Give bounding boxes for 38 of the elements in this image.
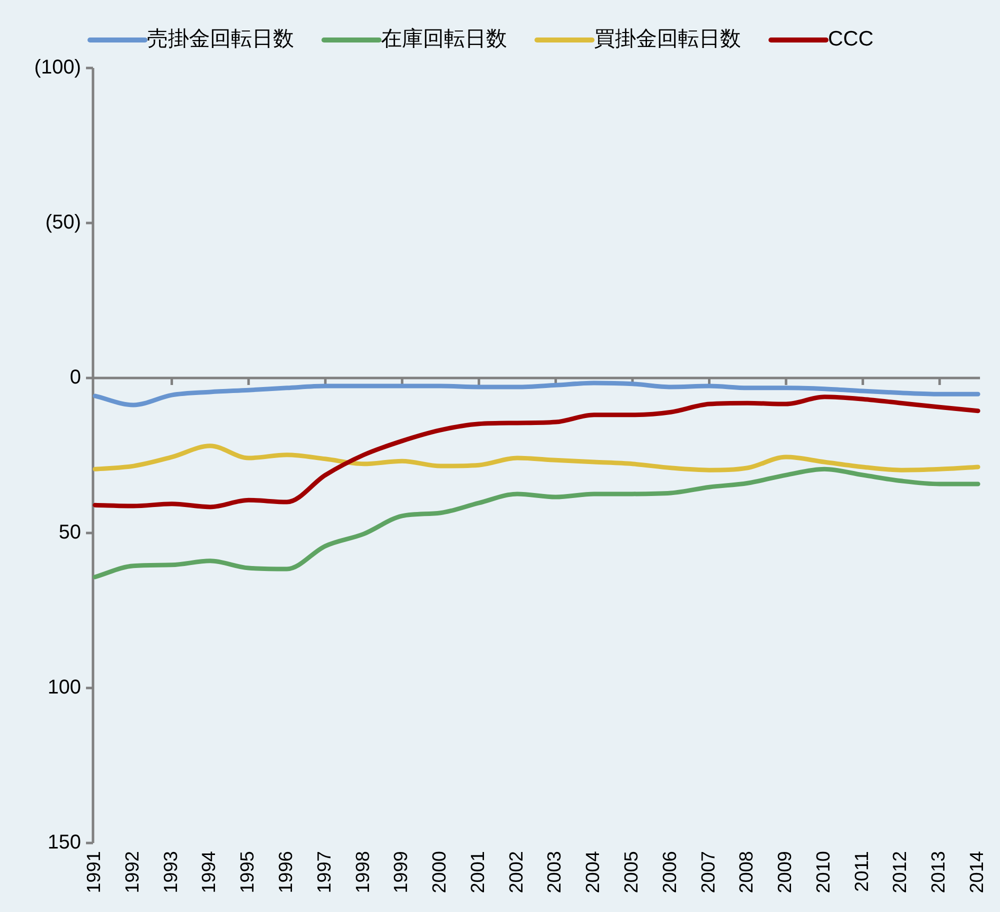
x-tick-label: 2013 <box>928 851 950 894</box>
y-tick-label: 150 <box>48 831 81 854</box>
x-tick-label: 2007 <box>698 851 720 894</box>
x-tick-label: 1997 <box>314 851 336 894</box>
x-tick-label: 1995 <box>238 851 259 894</box>
x-tick-label: 2014 <box>967 850 988 894</box>
line-series <box>92 380 980 408</box>
y-tick-label: (50) <box>45 211 81 234</box>
x-tick-label: 2003 <box>544 851 566 894</box>
x-tick-label: 1998 <box>352 851 374 894</box>
line-series <box>92 444 980 472</box>
x-tick-label: 1991 <box>84 851 106 894</box>
x-tick-label: 1992 <box>122 851 144 894</box>
x-tick-label: 1994 <box>199 850 220 894</box>
line-series <box>92 394 980 510</box>
legend-label: CCC <box>828 28 874 51</box>
x-tick-label: 2011 <box>852 851 873 892</box>
y-tick-label: 50 <box>58 521 81 544</box>
x-tick-label: 1999 <box>391 851 412 894</box>
legend-label: 買掛金回転日数 <box>594 28 741 51</box>
x-tick-label: 2009 <box>775 851 796 894</box>
legend-label: 在庫回転日数 <box>381 28 507 51</box>
x-tick-label: 2001 <box>468 851 489 894</box>
x-tick-label: 2006 <box>660 851 681 894</box>
x-tick-label: 2005 <box>621 851 642 894</box>
x-tick-label: 2010 <box>813 851 834 894</box>
y-tick-label: 0 <box>70 366 81 388</box>
x-tick-label: 2004 <box>583 850 604 894</box>
x-tick-label: 1993 <box>160 851 182 894</box>
x-tick-label: 2002 <box>506 851 528 894</box>
line-series <box>92 466 980 580</box>
x-tick-label: 1996 <box>276 851 297 894</box>
x-tick-label: 2008 <box>736 851 758 894</box>
y-tick-label: (100) <box>34 56 81 78</box>
legend-label: 売掛金回転日数 <box>147 28 294 51</box>
y-tick-label: 100 <box>48 676 81 698</box>
x-tick-label: 2000 <box>430 851 451 894</box>
x-tick-label: 2012 <box>890 851 912 894</box>
